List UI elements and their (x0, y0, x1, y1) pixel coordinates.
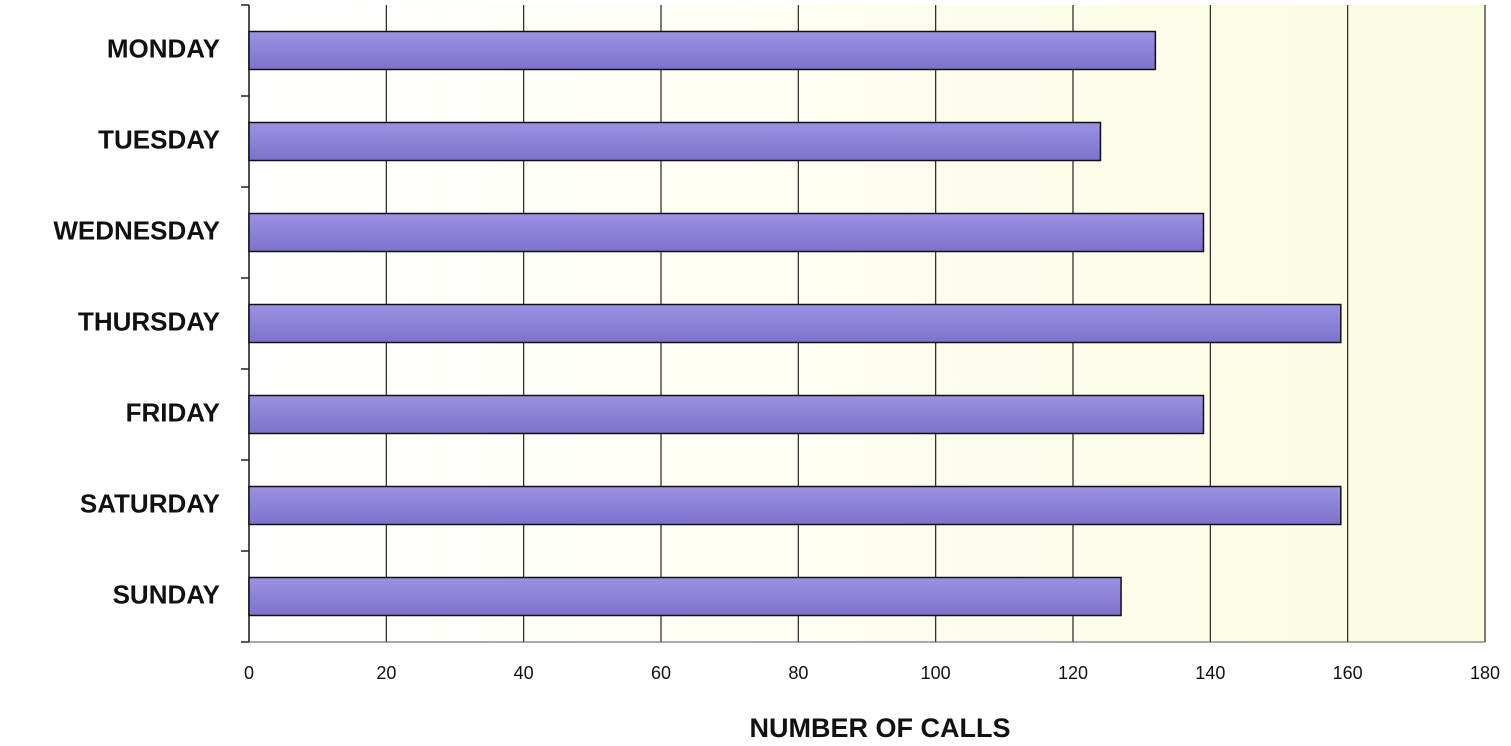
bar (248, 485, 1342, 526)
y-tick-label: TUESDAY (98, 124, 220, 154)
bar (248, 212, 1205, 253)
y-tick-label: MONDAY (107, 33, 220, 63)
bar (248, 303, 1342, 344)
y-tick-label: WEDNESDAY (53, 215, 220, 245)
x-tick-label: 0 (244, 663, 254, 683)
y-tick-label: FRIDAY (126, 397, 220, 427)
x-axis-title: NUMBER OF CALLS (750, 713, 1011, 743)
y-tick-label: SUNDAY (113, 579, 220, 609)
bar (248, 121, 1102, 162)
x-tick-label: 40 (514, 663, 534, 683)
x-tick-label: 160 (1333, 663, 1363, 683)
x-tick-label: 20 (376, 663, 396, 683)
x-tick-label: 60 (651, 663, 671, 683)
x-tick-label: 120 (1058, 663, 1088, 683)
x-tick-label: 140 (1195, 663, 1225, 683)
bar (248, 576, 1122, 617)
bar (248, 30, 1157, 71)
x-tick-label: 100 (921, 663, 951, 683)
y-tick-label: SATURDAY (80, 488, 220, 518)
x-tick-label: 80 (788, 663, 808, 683)
x-tick-label: 180 (1470, 663, 1500, 683)
y-tick-label: THURSDAY (78, 306, 220, 336)
bar (248, 394, 1205, 435)
